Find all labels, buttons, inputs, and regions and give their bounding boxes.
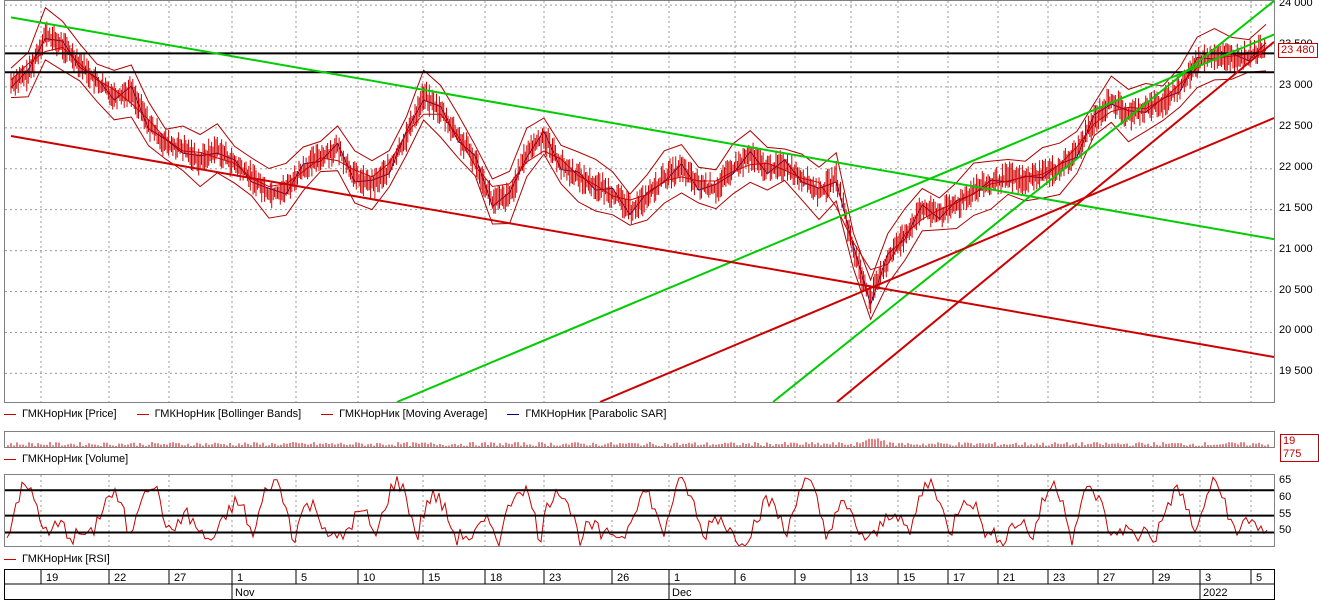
legend-bollinger: ГМКНорНик [Bollinger Bands] [136, 408, 301, 420]
day-label: 15 [903, 572, 915, 584]
day-label: 5 [1256, 572, 1262, 584]
rsi-tick-label: 55 [1279, 507, 1292, 520]
price-tick-label: 20 500 [1279, 283, 1313, 296]
rsi-chart [5, 475, 1274, 546]
rsi-tick-label: 65 [1279, 473, 1292, 486]
rsi-tick-label: 60 [1279, 490, 1292, 503]
price-tick-label: 23 000 [1279, 78, 1313, 91]
volume-legend: ГМКНорНик [Volume] [4, 451, 148, 467]
price-tick-label: 22 500 [1279, 119, 1313, 132]
trend-line-5 [836, 41, 1274, 402]
price-legend: ГМКНорНик [Price] ГМКНорНик [Bollinger B… [4, 406, 686, 422]
month-label: Dec [672, 587, 692, 599]
rsi-axis: 65 60 55 50 [1276, 474, 1319, 547]
legend-price: ГМКНорНик [Price] [4, 408, 117, 420]
day-label: 15 [428, 572, 440, 584]
price-tick-label: 19 500 [1279, 365, 1313, 378]
day-label: 17 [953, 572, 965, 584]
day-label: 23 [1053, 572, 1065, 584]
legend-rsi: ГМКНорНик [RSI] [4, 553, 110, 565]
trend-line-4 [599, 117, 1274, 402]
day-label: 9 [800, 572, 806, 584]
volume-panel [4, 431, 1275, 448]
day-label: 26 [617, 572, 629, 584]
day-label: 22 [114, 572, 126, 584]
day-label: 3 [1205, 572, 1211, 584]
trend-line-0 [10, 16, 1274, 241]
day-label: 18 [490, 572, 502, 584]
day-label: 29 [1158, 572, 1170, 584]
volume-bars [7, 438, 1269, 447]
month-label: Nov [235, 587, 255, 599]
day-label: 27 [174, 572, 186, 584]
price-tick-label: 21 000 [1279, 242, 1313, 255]
rsi-panel [4, 474, 1275, 547]
day-label: 27 [1103, 572, 1115, 584]
bollinger-lower [10, 59, 1267, 321]
day-label: 23 [549, 572, 561, 584]
last-price-label: 23 480 [1278, 43, 1318, 58]
price-tick-label: 24 000 [1279, 0, 1313, 10]
day-label: 10 [363, 572, 375, 584]
price-tick-label: 20 000 [1279, 324, 1313, 337]
price-chart [5, 1, 1274, 402]
price-tick-label: 21 500 [1279, 201, 1313, 214]
legend-volume: ГМКНорНик [Volume] [4, 453, 128, 465]
price-panel [4, 0, 1275, 403]
trend-line-1 [396, 33, 1274, 402]
day-label: 13 [856, 572, 868, 584]
trend-line-3 [10, 135, 1274, 358]
rsi-tick-label: 50 [1279, 524, 1292, 537]
volume-chart [7, 438, 1269, 447]
day-label: 19 [46, 572, 58, 584]
month-label: 2022 [1203, 587, 1227, 599]
rsi-legend: ГМКНорНик [RSI] [4, 551, 130, 567]
legend-parabolic-sar: ГМКНорНик [Parabolic SAR] [507, 408, 666, 420]
day-label: 1 [674, 572, 680, 584]
trend-line-2 [772, 1, 1274, 402]
day-label: 5 [301, 572, 307, 584]
bollinger-upper [10, 6, 1267, 282]
rsi-line [6, 476, 1268, 546]
legend-moving-average: ГМКНорНик [Moving Average] [321, 408, 487, 420]
day-label: 1 [237, 572, 243, 584]
day-label: 21 [1003, 572, 1015, 584]
day-label: 6 [740, 572, 746, 584]
date-axis: 19 22 27 1 5 10 15 18 23 26 1 6 9 13 15 17 21 23 27 29 3 5 Nov… [4, 569, 1275, 600]
price-tick-label: 22 000 [1279, 160, 1313, 173]
last-volume-label: 19 775 [1280, 434, 1319, 462]
price-bars [10, 21, 1266, 314]
